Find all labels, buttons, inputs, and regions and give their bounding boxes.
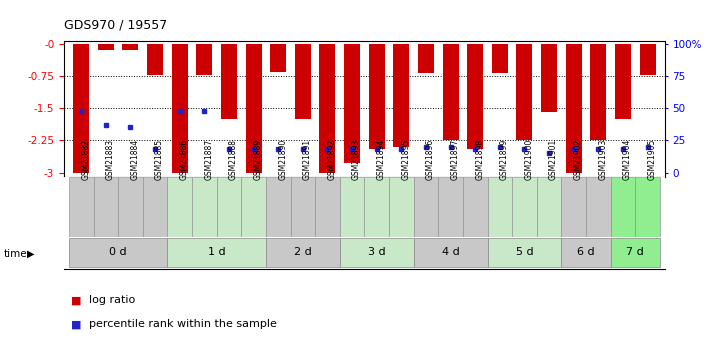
Bar (488, 238, 562, 267)
Text: GSM21887: GSM21887 (204, 139, 213, 180)
Bar (467, 43, 483, 149)
Bar (541, 43, 557, 112)
Text: GSM21905: GSM21905 (648, 139, 656, 180)
Text: GSM21901: GSM21901 (549, 139, 558, 180)
Text: ■: ■ (71, 295, 85, 305)
Text: GSM21888: GSM21888 (229, 139, 238, 180)
Bar (266, 177, 291, 237)
Bar (418, 43, 434, 73)
Bar (98, 43, 114, 50)
Text: GSM21895: GSM21895 (401, 139, 410, 180)
Bar (291, 177, 315, 237)
Bar (414, 177, 438, 237)
Bar (340, 177, 364, 237)
Text: time: time (4, 249, 27, 258)
Bar (266, 238, 340, 267)
Text: GSM21891: GSM21891 (303, 139, 312, 180)
Text: GSM21900: GSM21900 (525, 139, 533, 180)
Text: 4 d: 4 d (442, 247, 459, 257)
Text: GSM21890: GSM21890 (278, 139, 287, 180)
Bar (566, 43, 582, 172)
Bar (196, 43, 213, 75)
Bar (69, 238, 167, 267)
Bar (590, 43, 606, 140)
Text: 3 d: 3 d (368, 247, 385, 257)
Bar (365, 177, 389, 237)
Bar (221, 43, 237, 119)
Bar (143, 177, 167, 237)
Bar (512, 177, 537, 237)
Bar (241, 177, 266, 237)
Bar (73, 43, 89, 172)
Bar (414, 238, 488, 267)
Bar (640, 43, 656, 75)
Text: GSM21894: GSM21894 (377, 139, 385, 180)
Bar (488, 177, 512, 237)
Bar (167, 238, 266, 267)
Bar (615, 43, 631, 119)
Text: log ratio: log ratio (89, 295, 135, 305)
Text: 2 d: 2 d (294, 247, 311, 257)
Bar (635, 177, 660, 237)
Bar (562, 238, 611, 267)
Bar (192, 177, 217, 237)
Bar (344, 43, 360, 163)
Text: GSM21885: GSM21885 (155, 139, 164, 180)
Bar (393, 43, 410, 147)
Bar (118, 177, 143, 237)
Bar (537, 177, 562, 237)
Bar (463, 177, 488, 237)
Bar (369, 43, 385, 149)
Text: GDS970 / 19557: GDS970 / 19557 (64, 18, 167, 31)
Bar (586, 177, 611, 237)
Text: GSM21904: GSM21904 (623, 139, 632, 180)
Text: 1 d: 1 d (208, 247, 225, 257)
Bar (270, 43, 287, 71)
Text: 6 d: 6 d (577, 247, 595, 257)
Bar (319, 43, 336, 172)
Bar (295, 43, 311, 119)
Text: GSM21902: GSM21902 (574, 139, 583, 180)
Bar (562, 177, 586, 237)
Bar (442, 43, 459, 140)
Bar (94, 177, 118, 237)
Bar (147, 43, 163, 75)
Bar (516, 43, 533, 140)
Text: 5 d: 5 d (515, 247, 533, 257)
Text: GSM21899: GSM21899 (500, 139, 509, 180)
Bar (245, 43, 262, 172)
Text: GSM21892: GSM21892 (328, 139, 336, 180)
Text: GSM21882: GSM21882 (81, 139, 90, 180)
Text: GSM21903: GSM21903 (598, 139, 607, 180)
Text: GSM21889: GSM21889 (254, 139, 262, 180)
Bar (492, 43, 508, 73)
Bar (315, 177, 340, 237)
Bar (340, 238, 414, 267)
Text: GSM21893: GSM21893 (352, 139, 361, 180)
Text: GSM21896: GSM21896 (426, 139, 435, 180)
Text: GSM21884: GSM21884 (131, 139, 139, 180)
Text: GSM21883: GSM21883 (106, 139, 115, 180)
Bar (172, 43, 188, 172)
Bar (69, 177, 94, 237)
Text: ■: ■ (71, 319, 85, 329)
Bar (611, 177, 635, 237)
Bar (611, 238, 660, 267)
Bar (438, 177, 463, 237)
Text: percentile rank within the sample: percentile rank within the sample (89, 319, 277, 329)
Bar (122, 43, 139, 50)
Text: GSM21886: GSM21886 (180, 139, 188, 180)
Text: 7 d: 7 d (626, 247, 644, 257)
Bar (167, 177, 192, 237)
Text: 0 d: 0 d (109, 247, 127, 257)
Bar (389, 177, 414, 237)
Text: ▶: ▶ (27, 249, 35, 258)
Text: GSM21897: GSM21897 (451, 139, 459, 180)
Text: GSM21898: GSM21898 (475, 139, 484, 180)
Bar (217, 177, 241, 237)
